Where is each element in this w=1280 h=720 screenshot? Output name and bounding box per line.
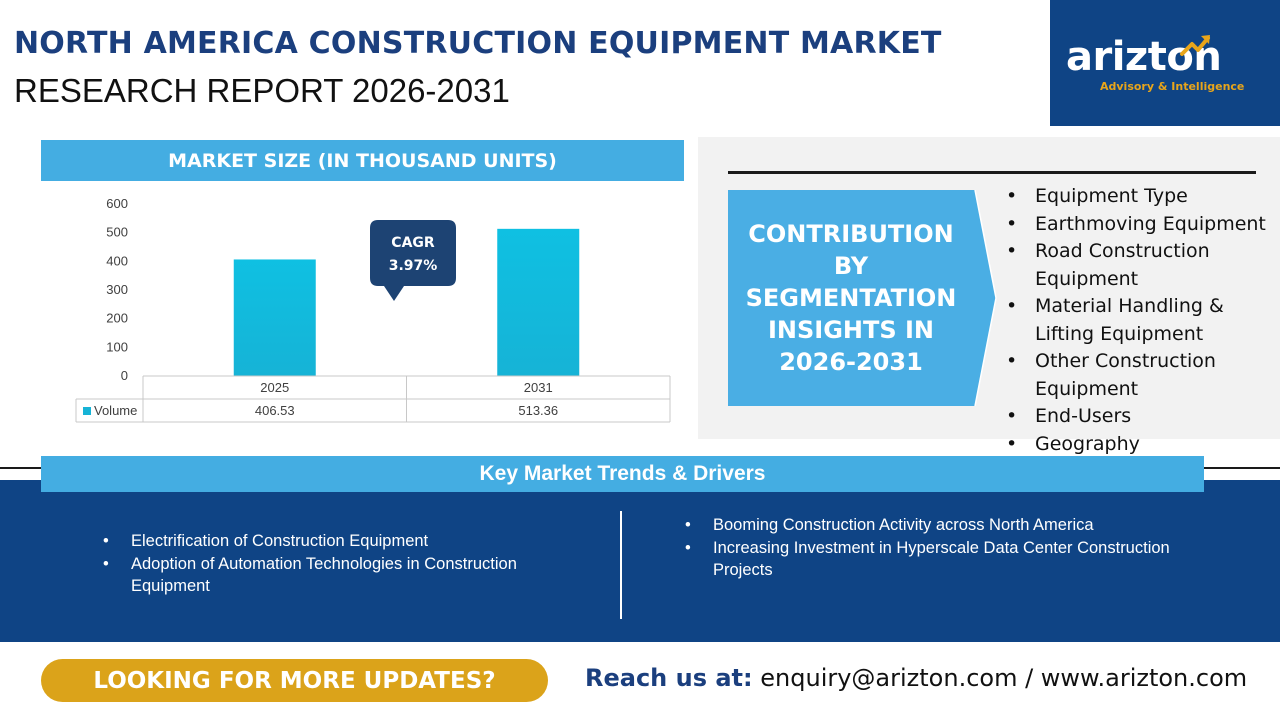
- arizton-logo[interactable]: arizton Advisory & Intelligence: [1050, 0, 1280, 126]
- cagr-label: CAGR: [391, 235, 435, 251]
- market-size-chart: 0 100 200 300 400 500 600 2025 2031 406.53 513.36 V…: [75, 196, 671, 423]
- list-item: Booming Construction Activity across Nor…: [683, 514, 1203, 537]
- legend-label: Volume: [94, 403, 137, 418]
- y-tick-label: 600: [106, 196, 128, 211]
- contact-info: Reach us at: enquiry@arizton.com / www.a…: [585, 664, 1247, 692]
- trends-heading: Key Market Trends & Drivers: [41, 456, 1204, 492]
- trends-separator: [620, 511, 622, 619]
- list-item: Road Construction Equipment: [1006, 238, 1278, 293]
- contact-links[interactable]: enquiry@arizton.com / www.arizton.com: [760, 664, 1248, 692]
- growth-arrow-icon: [1180, 35, 1210, 56]
- data-label: 406.53: [255, 403, 295, 418]
- list-item: End-Users: [1006, 403, 1278, 431]
- segmentation-box: CONTRIBUTION BY SEGMENTATION INSIGHTS IN…: [728, 190, 974, 406]
- list-item: Earthmoving Equipment: [1006, 211, 1278, 239]
- segmentation-box-line: CONTRIBUTION: [748, 220, 954, 248]
- list-item: Increasing Investment in Hyperscale Data…: [683, 537, 1203, 582]
- list-item: Geography: [1006, 431, 1278, 459]
- cagr-callout: [370, 220, 456, 301]
- chevron-right-icon: [972, 190, 997, 406]
- segmentation-box-line: 2026-2031: [779, 348, 923, 376]
- logo-wordmark: arizton: [1066, 34, 1222, 80]
- report-subtitle: RESEARCH REPORT 2026-2031: [14, 72, 510, 109]
- segmentation-rule: [728, 171, 1256, 174]
- list-item: Other Construction Equipment: [1006, 348, 1278, 403]
- logo-tagline: Advisory & Intelligence: [1100, 80, 1245, 93]
- chart-heading: MARKET SIZE (IN THOUSAND UNITS): [41, 140, 684, 181]
- y-tick-label: 0: [121, 368, 128, 383]
- x-tick-label: 2025: [260, 380, 289, 395]
- y-tick-label: 300: [106, 282, 128, 297]
- y-tick-label: 200: [106, 311, 128, 326]
- trends-list-right: Booming Construction Activity across Nor…: [683, 514, 1203, 582]
- cagr-value: 3.97%: [389, 258, 438, 274]
- y-tick-label: 400: [106, 253, 128, 268]
- list-item: Electrification of Construction Equipmen…: [101, 530, 581, 553]
- contact-label: Reach us at:: [585, 664, 753, 692]
- report-title: NORTH AMERICA CONSTRUCTION EQUIPMENT MAR…: [14, 26, 942, 61]
- trends-list-left: Electrification of Construction Equipmen…: [101, 530, 581, 598]
- y-tick-label: 500: [106, 225, 128, 240]
- legend-swatch: [83, 407, 91, 415]
- y-tick-label: 100: [106, 339, 128, 354]
- segmentation-box-line: SEGMENTATION: [745, 284, 957, 312]
- bar: [497, 228, 580, 376]
- list-item: Equipment Type: [1006, 183, 1278, 211]
- data-label: 513.36: [518, 403, 558, 418]
- segmentation-box-line: BY: [833, 252, 869, 280]
- updates-cta-button[interactable]: LOOKING FOR MORE UPDATES?: [41, 659, 548, 702]
- segmentation-box-line: INSIGHTS IN: [767, 316, 935, 344]
- list-item: Material Handling & Lifting Equipment: [1006, 293, 1278, 348]
- segmentation-list: Equipment Type Earthmoving Equipment Roa…: [1006, 183, 1278, 458]
- list-item: Adoption of Automation Technologies in C…: [101, 553, 581, 598]
- bar: [233, 259, 316, 376]
- x-tick-label: 2031: [524, 380, 553, 395]
